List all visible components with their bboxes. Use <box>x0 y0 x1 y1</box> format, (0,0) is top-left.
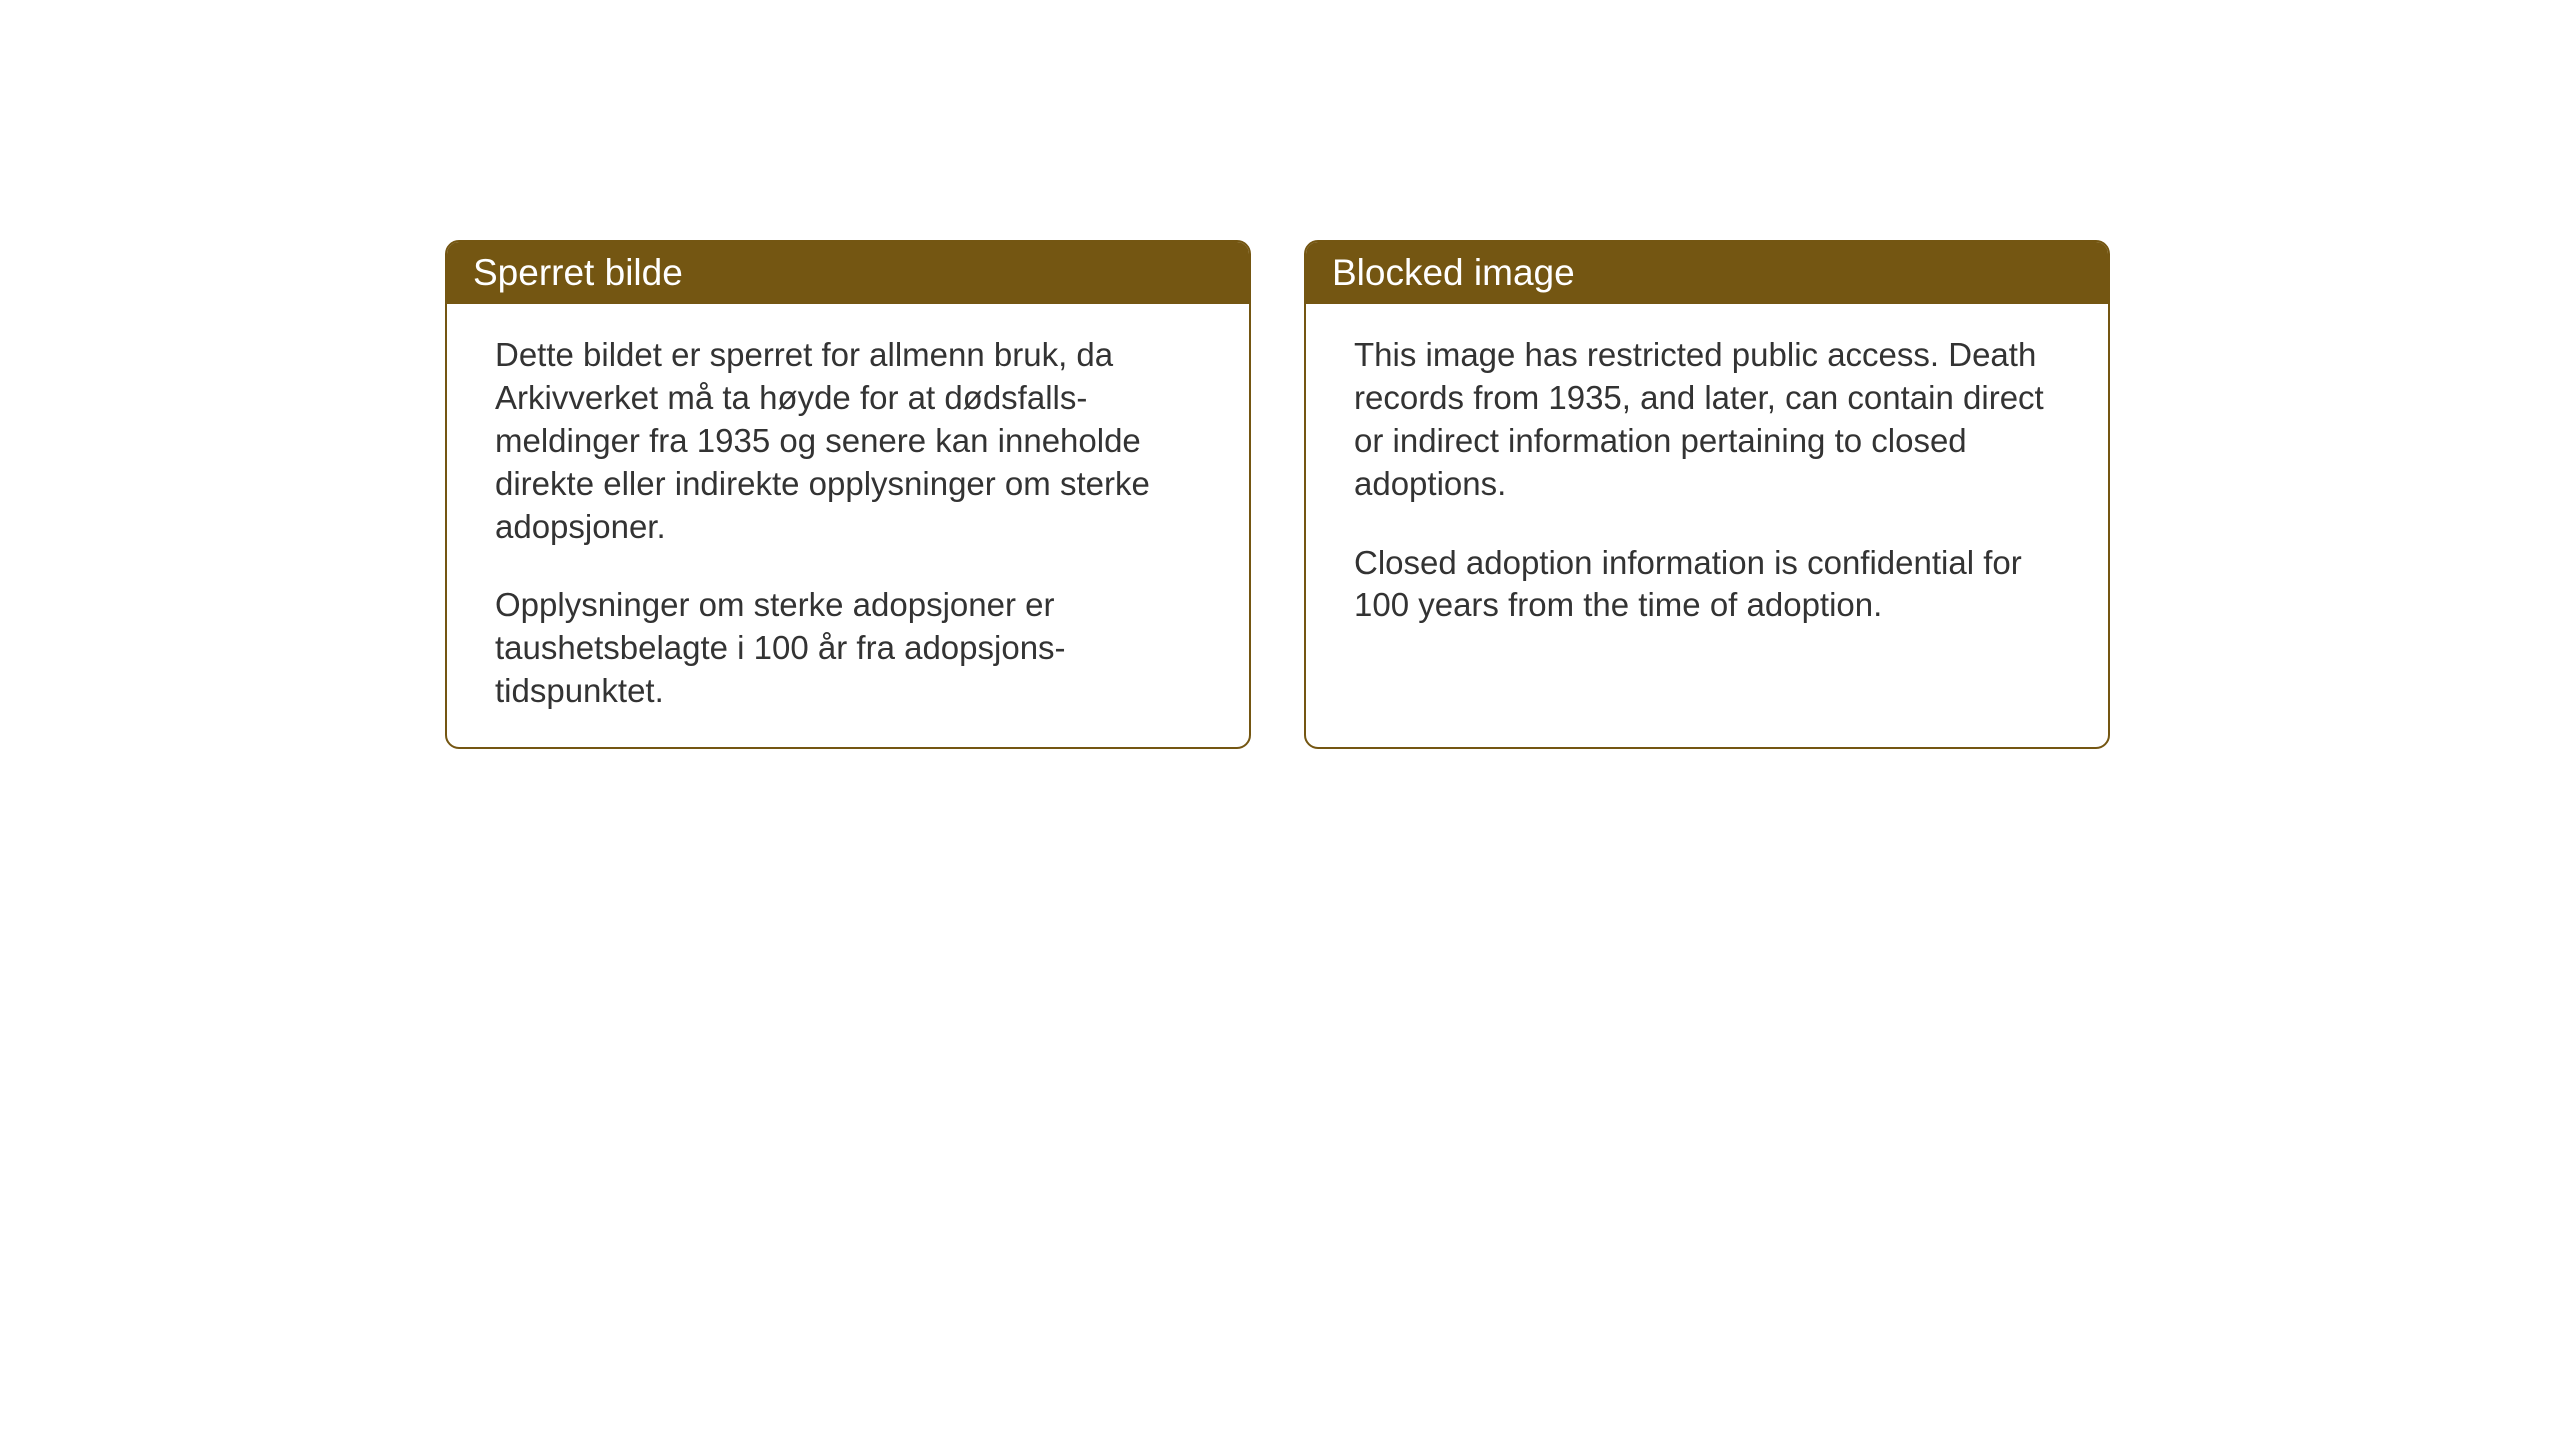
card-paragraph1-norwegian: Dette bildet er sperret for allmenn bruk… <box>495 334 1201 548</box>
card-header-norwegian: Sperret bilde <box>447 242 1249 304</box>
cards-container: Sperret bilde Dette bildet er sperret fo… <box>445 240 2110 749</box>
card-body-norwegian: Dette bildet er sperret for allmenn bruk… <box>447 304 1249 747</box>
card-paragraph1-english: This image has restricted public access.… <box>1354 334 2060 506</box>
card-title-english: Blocked image <box>1332 252 1575 293</box>
card-english: Blocked image This image has restricted … <box>1304 240 2110 749</box>
card-paragraph2-norwegian: Opplysninger om sterke adopsjoner er tau… <box>495 584 1201 713</box>
card-title-norwegian: Sperret bilde <box>473 252 683 293</box>
card-norwegian: Sperret bilde Dette bildet er sperret fo… <box>445 240 1251 749</box>
card-body-english: This image has restricted public access.… <box>1306 304 2108 661</box>
card-paragraph2-english: Closed adoption information is confident… <box>1354 542 2060 628</box>
card-header-english: Blocked image <box>1306 242 2108 304</box>
